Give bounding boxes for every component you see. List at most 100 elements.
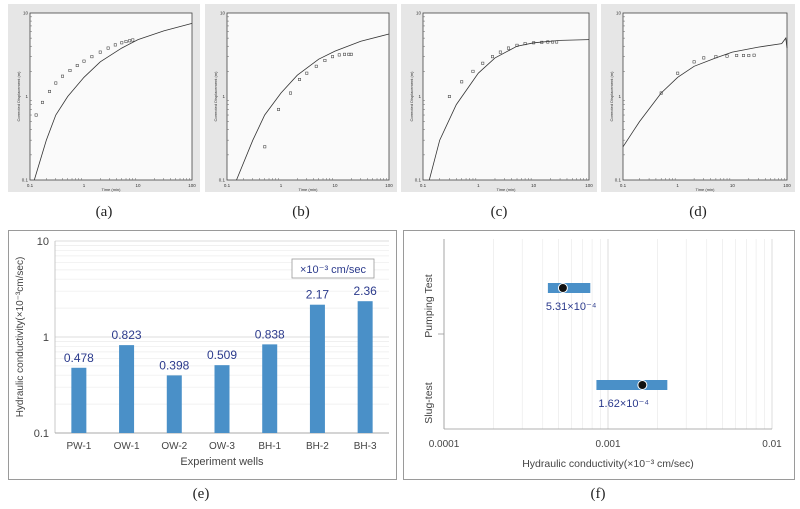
bar — [119, 345, 135, 433]
range-bar — [547, 283, 591, 293]
y-axis-label: Corrected Displacement (m) — [16, 71, 21, 122]
plot-area — [226, 12, 390, 181]
y-tick-label: 10 — [220, 11, 226, 16]
data-point — [263, 145, 267, 149]
y-tick-label: 10 — [416, 11, 422, 16]
fit-curve — [236, 33, 390, 181]
data-point — [735, 54, 739, 57]
data-label: 0.838 — [255, 327, 285, 341]
data-point — [506, 46, 510, 50]
fit-curve — [33, 23, 193, 181]
category-label: Slug-test — [423, 382, 435, 424]
data-point — [498, 50, 502, 54]
data-point — [349, 52, 353, 56]
data-point — [305, 71, 309, 75]
x-tick-label: 0.1 — [420, 183, 427, 188]
caption-c: (c) — [490, 204, 508, 220]
x-axis-label: Time (min) — [299, 187, 319, 192]
y-tick-label: 10 — [616, 11, 622, 16]
data-point — [532, 41, 536, 45]
chart-a: 0.1 1 10 100 0.1 1 10 Time (min) Corrected Displ… — [16, 11, 196, 193]
estimate-point — [637, 380, 648, 390]
data-label: 0.478 — [64, 351, 94, 365]
x-tick-label: 10 — [135, 183, 141, 188]
data-point — [34, 113, 38, 117]
y-tick-label: 10 — [23, 11, 29, 16]
chart-e: 0.1 1 10 0.478 PW-1 0.823 OW-1 0.398 OW-2 0.509 OW… — [15, 236, 389, 468]
x-tick-label: 0.001 — [595, 439, 620, 450]
data-label: 0.509 — [207, 348, 237, 362]
estimate-point — [557, 283, 568, 293]
x-tick-label: 0.1 — [620, 183, 627, 188]
value-label: 5.31×10⁻⁴ — [546, 301, 597, 313]
chart-b: 0.1 1 10 100 0.1 1 10 Time (min) Corrected Displ… — [213, 11, 393, 193]
x-tick-label: BH-2 — [306, 441, 329, 452]
x-tick-label: OW-3 — [209, 441, 235, 452]
x-axis-label: Experiment wells — [180, 456, 264, 468]
x-tick-label: 1 — [83, 183, 86, 188]
x-tick-label: BH-3 — [354, 441, 377, 452]
bar — [357, 301, 373, 433]
y-axis-label: Hydraulic conductivity(×10⁻³cm/sec) — [15, 257, 26, 418]
data-label: 2.17 — [306, 288, 330, 302]
data-point — [343, 52, 346, 56]
y-tick-label: 0.1 — [415, 178, 422, 183]
chart-panel-e: 0.1 1 10 0.478 PW-1 0.823 OW-1 0.398 OW-2 0.509 OW… — [8, 230, 397, 480]
data-point — [331, 55, 334, 59]
data-point — [742, 54, 745, 57]
data-point — [48, 89, 51, 93]
y-tick-label: 0.1 — [615, 178, 622, 183]
y-tick-label: 0.1 — [219, 178, 226, 183]
chart-d: 0.1 1 10 100 0.1 1 10 Time (min) Corrected Displ… — [609, 11, 791, 193]
data-point — [54, 81, 58, 85]
legend-text: ×10⁻³ cm/sec — [300, 264, 367, 276]
data-point — [124, 40, 128, 44]
bar — [214, 365, 230, 433]
data-point — [40, 100, 44, 104]
data-point — [702, 56, 706, 60]
x-tick-label: 0.1 — [224, 183, 231, 188]
x-tick-label: OW-2 — [161, 441, 187, 452]
data-point — [714, 55, 718, 59]
data-point — [551, 40, 555, 44]
chart-c: 0.1 1 10 100 0.1 1 10 Time (min) Corrected Displ… — [409, 11, 593, 193]
data-point — [120, 41, 124, 45]
data-point — [277, 107, 280, 111]
x-tick-label: 1 — [280, 183, 283, 188]
x-axis-label: Time (min) — [696, 187, 716, 192]
y-tick-label: 1 — [418, 94, 421, 99]
x-tick-label: 100 — [188, 183, 196, 188]
x-tick-label: 0.01 — [762, 439, 782, 450]
y-tick-label: 0.1 — [34, 428, 49, 440]
data-point — [106, 46, 110, 50]
chart-panel-b: 0.1 1 10 100 0.1 1 10 Time (min) Corrected Displ… — [205, 4, 397, 192]
x-tick-label: OW-1 — [114, 441, 140, 452]
data-point — [337, 53, 341, 57]
y-tick-label: 10 — [37, 236, 49, 248]
data-point — [692, 60, 696, 64]
x-tick-label: 0.0001 — [429, 439, 460, 450]
chart-panel-d: 0.1 1 10 100 0.1 1 10 Time (min) Corrected Displ… — [601, 4, 795, 192]
data-point — [540, 40, 544, 44]
plot-area — [622, 12, 788, 181]
data-point — [128, 39, 132, 43]
caption-a: (a) — [95, 204, 113, 220]
data-point — [323, 59, 327, 62]
caption-b: (b) — [292, 204, 310, 220]
data-point — [82, 59, 86, 63]
data-point — [460, 80, 464, 84]
data-point — [131, 38, 135, 42]
y-tick-label: 1 — [222, 94, 225, 99]
y-tick-label: 0.1 — [22, 178, 29, 183]
chart-panel-f: 0.0001 0.001 0.01 Hydraulic conductivity(×1… — [403, 230, 795, 480]
x-tick-label: 10 — [730, 183, 736, 188]
data-point — [523, 42, 527, 46]
chart-panel-a: 0.1 1 10 100 0.1 1 10 Time (min) Corrected Displ… — [8, 4, 200, 192]
range-bar — [596, 380, 668, 390]
data-point — [113, 43, 117, 47]
data-label: 0.398 — [159, 358, 189, 372]
y-tick-label: 1 — [43, 332, 49, 344]
data-point — [98, 50, 102, 54]
x-tick-label: 10 — [531, 183, 537, 188]
data-point — [659, 91, 663, 95]
